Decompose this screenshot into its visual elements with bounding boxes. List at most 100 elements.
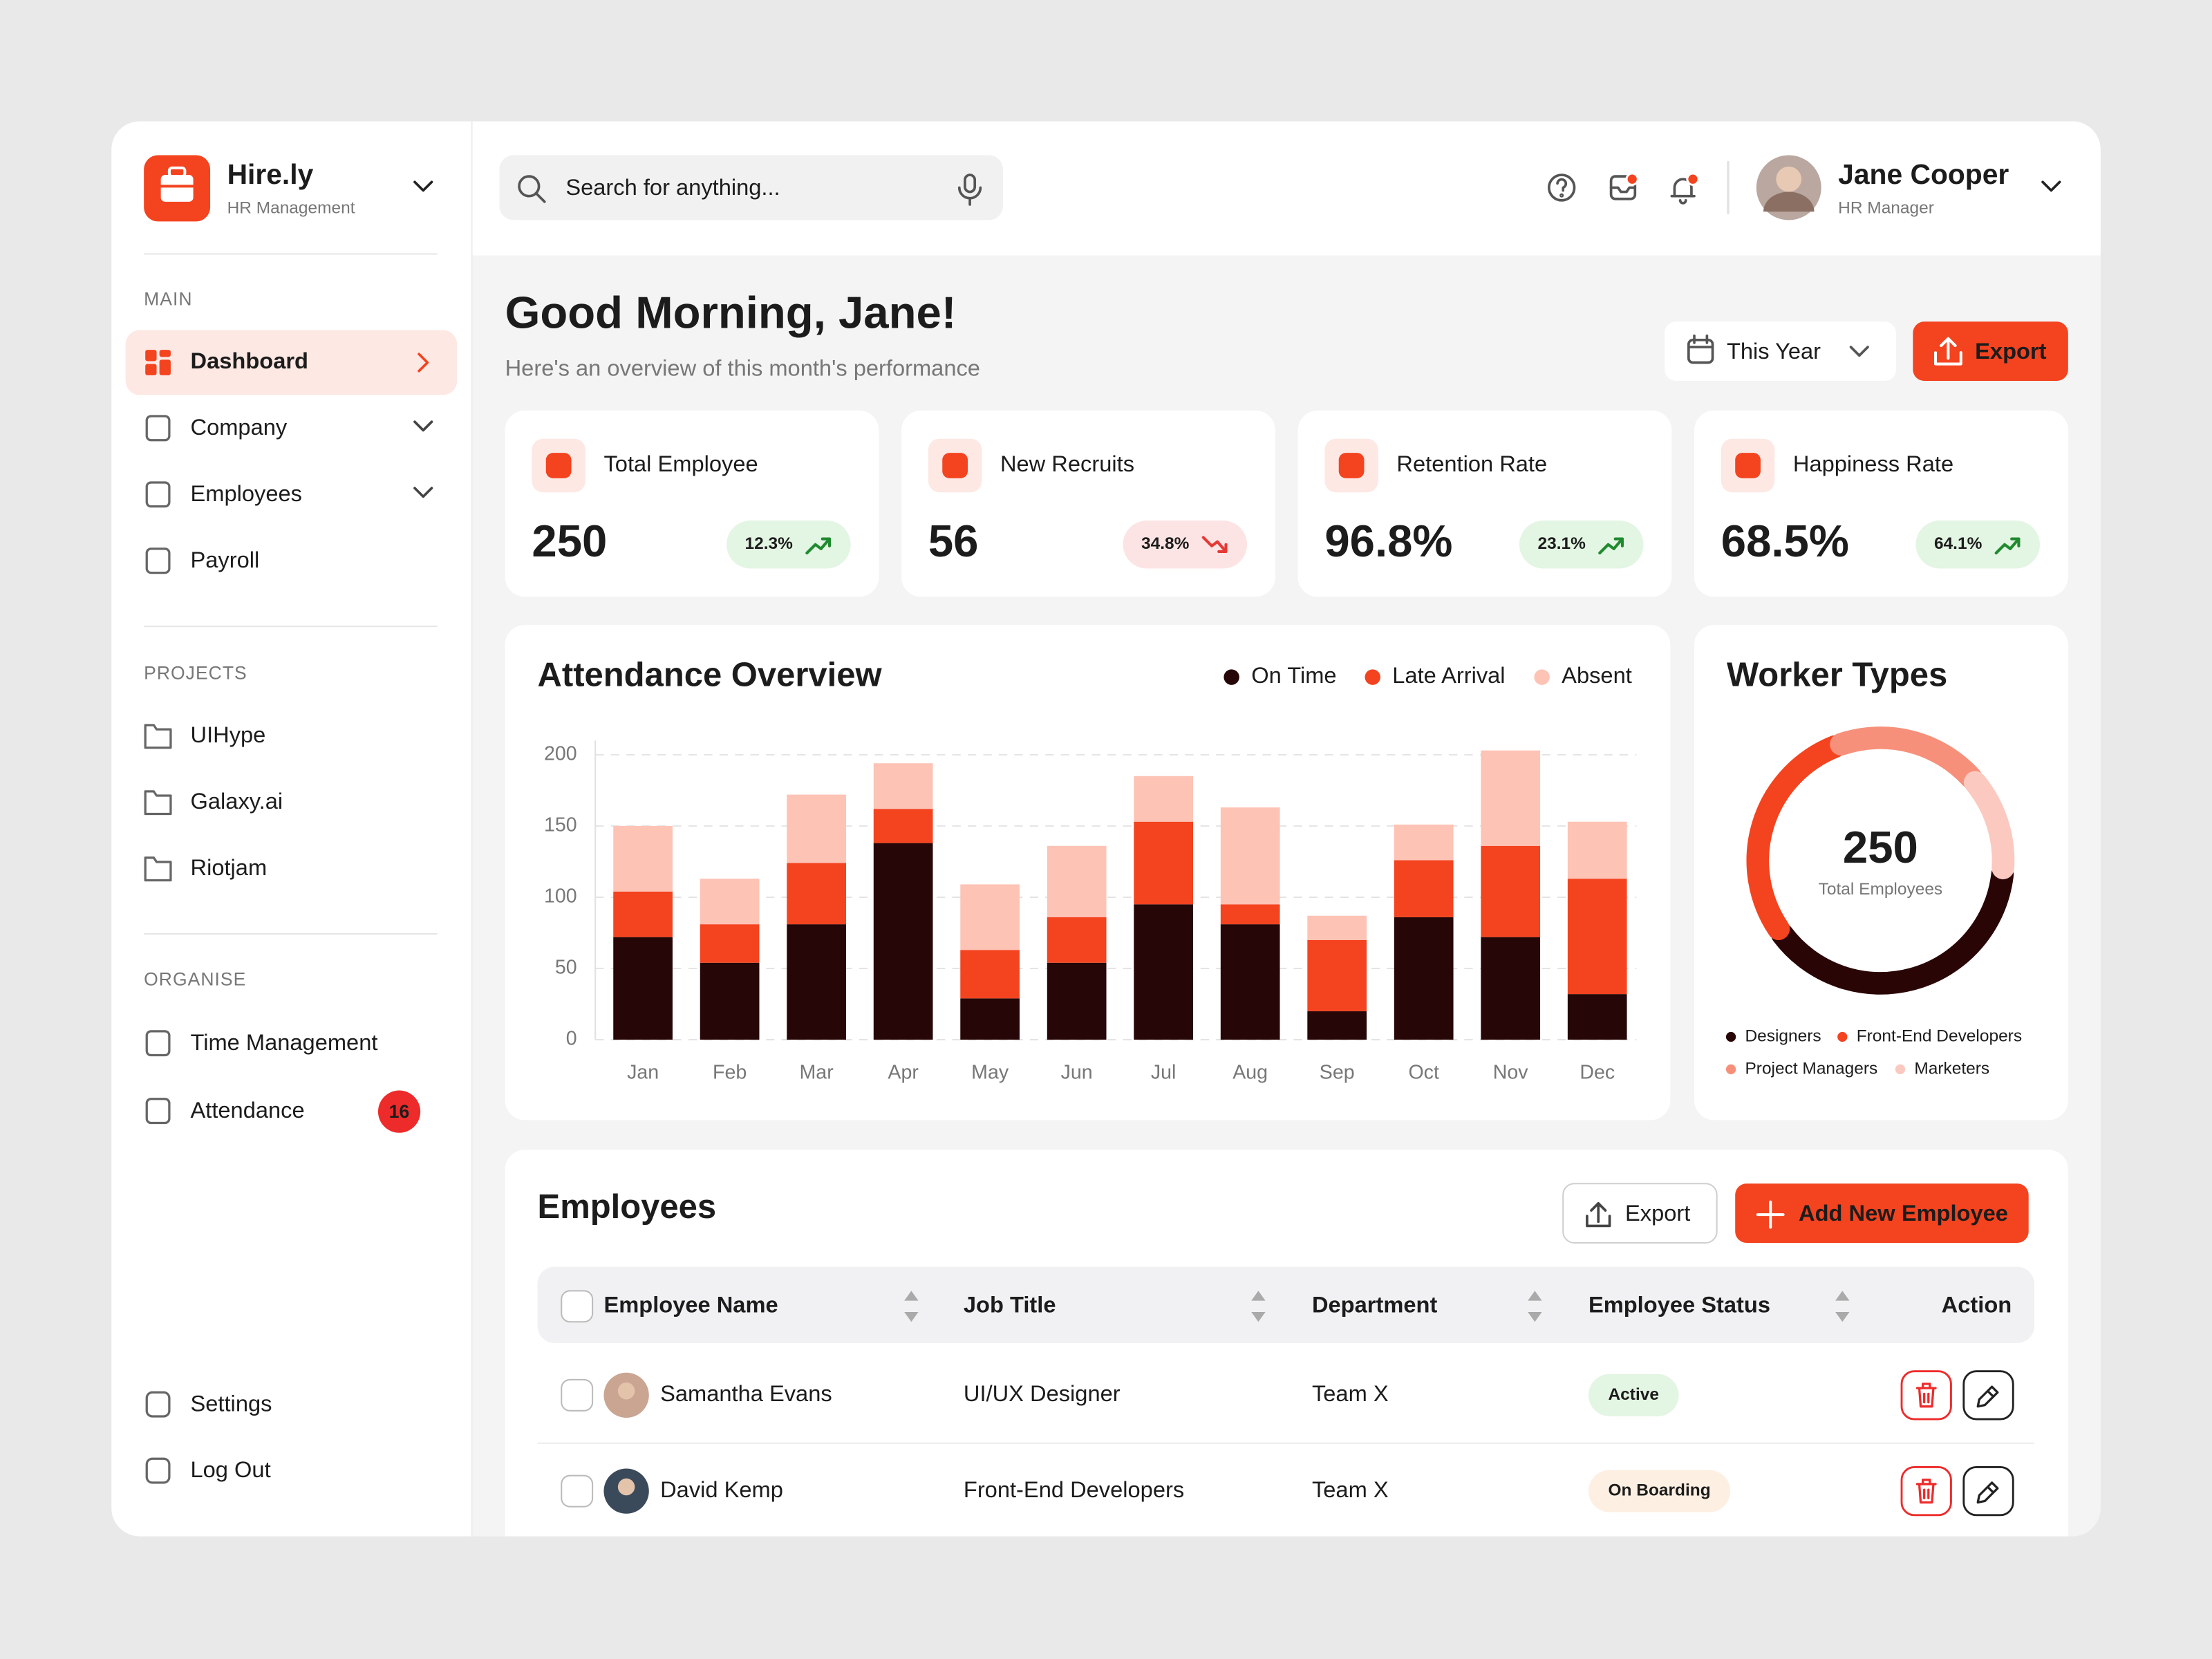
legend-label: Project Managers — [1745, 1059, 1877, 1078]
x-tick-label: Nov — [1493, 1062, 1529, 1084]
x-tick-label: Jul — [1151, 1062, 1177, 1084]
bar-segment — [613, 937, 673, 1040]
department: Team X — [1312, 1380, 1389, 1406]
sort-icon[interactable] — [904, 1291, 919, 1322]
pencil-icon — [1976, 1481, 1999, 1504]
delete-button[interactable] — [1900, 1370, 1952, 1421]
column-header: Department — [1312, 1291, 1438, 1317]
stat-icon — [1338, 453, 1365, 478]
nav-chevron — [413, 487, 433, 498]
stat-value: 68.5% — [1721, 516, 1849, 566]
checkbox[interactable] — [561, 1474, 594, 1508]
nav-item[interactable]: Employees — [191, 480, 302, 506]
add-label: Add New Employee — [1799, 1200, 2008, 1226]
checkbox[interactable] — [561, 1290, 594, 1323]
stat-card — [1297, 410, 1672, 597]
mail-icon[interactable] — [1609, 172, 1639, 200]
legend-label: On Time — [1251, 662, 1336, 688]
nav-item[interactable]: Payroll — [191, 547, 260, 572]
calendar-icon — [1687, 334, 1714, 364]
bar-segment — [1047, 962, 1107, 1040]
x-tick-label: Jan — [627, 1062, 659, 1084]
nav-item[interactable]: Attendance — [191, 1097, 305, 1123]
brand-chevron[interactable] — [413, 180, 433, 192]
nav-icon — [145, 1030, 171, 1057]
bar-segment — [700, 962, 760, 1040]
nav-item[interactable]: Dashboard — [191, 348, 309, 373]
export-button[interactable] — [1913, 321, 2068, 382]
legend-dot — [1895, 1064, 1906, 1075]
x-tick-label: Mar — [800, 1062, 834, 1084]
legend-label: Late Arrival — [1392, 662, 1505, 688]
bar-segment — [1394, 860, 1454, 917]
trend-arrow — [805, 537, 832, 555]
nav-item[interactable]: Galaxy.ai — [191, 788, 283, 814]
search-box[interactable] — [499, 155, 1004, 221]
x-tick-label: Oct — [1408, 1062, 1438, 1084]
icons — [144, 155, 2061, 366]
sort-icon[interactable] — [1251, 1291, 1266, 1322]
nav-active-bg — [125, 330, 458, 395]
stat-card — [1694, 410, 2068, 597]
edit-button[interactable] — [1962, 1466, 2014, 1517]
edit-button[interactable] — [1962, 1370, 2014, 1421]
export-label: Export — [1625, 1200, 1690, 1226]
bar-segment — [960, 950, 1020, 999]
stat-label: Retention Rate — [1396, 451, 1547, 476]
donut-center-value: 250 — [1843, 822, 1918, 872]
column-header: Action — [1942, 1291, 2012, 1317]
bar-segment — [1220, 904, 1280, 925]
y-tick-label: 0 — [566, 1028, 577, 1050]
mic-icon[interactable] — [957, 174, 982, 206]
employee-name: David Kemp — [660, 1477, 783, 1502]
export-button[interactable] — [1562, 1183, 1718, 1244]
bar-segment — [613, 825, 673, 892]
checkbox[interactable] — [561, 1378, 594, 1412]
help-icon[interactable] — [1547, 174, 1576, 202]
sort-icon[interactable] — [1528, 1291, 1542, 1322]
export-icon — [1586, 1201, 1611, 1228]
legend-dot — [1534, 669, 1550, 685]
job-title: UI/UX Designer — [964, 1380, 1121, 1406]
legend-dot — [1837, 1031, 1848, 1042]
user-chevron[interactable] — [2041, 180, 2061, 192]
nav-item[interactable]: Company — [191, 414, 288, 440]
content: Hire.ly HR Management MAIN Dashboard Company… — [125, 121, 2101, 1537]
nav-item[interactable]: Settings — [191, 1390, 272, 1416]
legend-label: Marketers — [1914, 1059, 1989, 1078]
nav-item[interactable]: Log Out — [191, 1456, 271, 1482]
add-button[interactable] — [1735, 1183, 2029, 1243]
nav-item[interactable]: Time Management — [191, 1029, 378, 1055]
legend-label: Front-End Developers — [1857, 1027, 2022, 1045]
bar-segment — [873, 809, 933, 843]
stat-label: Total Employee — [603, 451, 758, 476]
nav-badge-count: 16 — [389, 1101, 409, 1122]
export-icon — [1933, 337, 1962, 366]
x-tick-label: Feb — [713, 1062, 747, 1084]
section-title: Employees — [538, 1188, 717, 1226]
employee-avatar-face — [617, 1382, 635, 1400]
bar-segment — [700, 879, 760, 925]
delete-button[interactable] — [1900, 1466, 1952, 1517]
trash-icon — [1915, 1479, 1937, 1504]
export-label: Export — [1975, 338, 2047, 364]
sort-icon[interactable] — [1835, 1291, 1850, 1322]
y-tick-label: 100 — [544, 885, 577, 908]
bar-segment — [1307, 915, 1367, 940]
stat-icon — [942, 453, 968, 478]
job-title: Front-End Developers — [964, 1477, 1184, 1502]
bar-segment — [1047, 845, 1107, 917]
nav-icon — [159, 359, 171, 375]
stat-change: 23.1% — [1537, 534, 1586, 553]
employee-name: Samantha Evans — [660, 1380, 832, 1406]
period-button[interactable] — [1665, 321, 1896, 382]
x-tick-label: Aug — [1232, 1062, 1268, 1084]
bell-icon[interactable] — [1670, 172, 1700, 205]
bar-segment — [1394, 917, 1454, 1040]
legend-dot — [1725, 1031, 1736, 1042]
nav-item[interactable]: Riotjam — [191, 854, 268, 880]
table-header — [537, 1266, 2034, 1343]
nav-item[interactable]: UIHype — [191, 722, 266, 747]
bar-segment — [1307, 1011, 1367, 1040]
